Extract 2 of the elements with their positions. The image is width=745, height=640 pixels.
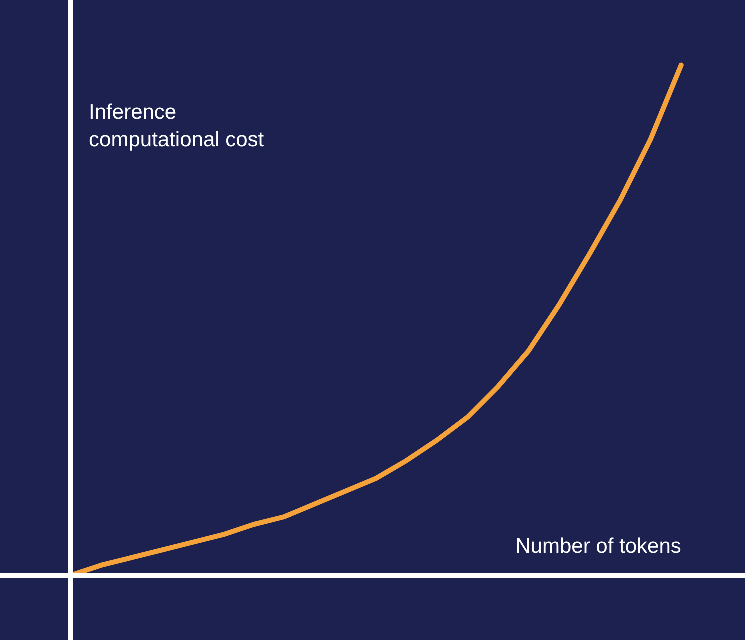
x-axis-title: Number of tokens <box>516 534 682 558</box>
y-axis-title: Inference computational cost <box>89 101 264 152</box>
